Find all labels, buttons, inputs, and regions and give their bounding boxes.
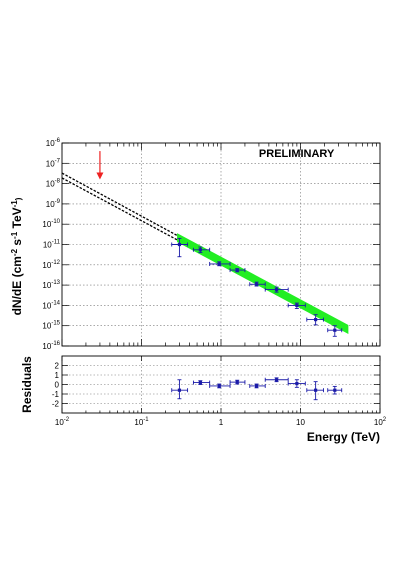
spectrum-marker — [217, 262, 221, 266]
spectrum-grid — [62, 143, 380, 346]
spectrum-point — [287, 302, 306, 309]
spectrum-marker — [254, 282, 259, 286]
y-tick-label: 10-16 — [42, 341, 60, 351]
residual-marker — [254, 384, 259, 388]
x-axis-title: Energy (TeV) — [307, 430, 380, 444]
spectrum-point — [327, 325, 343, 337]
residual-marker — [333, 388, 337, 392]
residual-point — [192, 380, 211, 385]
spectrum-marker — [177, 242, 182, 247]
spectrum-marker — [314, 317, 318, 322]
spectrum-y-tick-labels: 10-16 10-15 10-14 10-13 10-12 10-11 10-10 10-9 1… — [42, 138, 60, 351]
fit-band — [177, 233, 349, 334]
residual-point — [249, 383, 266, 389]
spectrum-point — [249, 281, 266, 287]
y-tick-label: 10-13 — [42, 280, 60, 290]
residual-marker — [295, 381, 299, 386]
x-tick-label: 10 — [296, 418, 305, 427]
residual-point — [209, 383, 231, 389]
fit-band-shape — [177, 233, 349, 334]
residuals-grid — [62, 356, 380, 413]
residual-point — [327, 385, 343, 395]
y-tick-label: 10-14 — [42, 300, 60, 310]
spectrum-point — [229, 268, 246, 273]
spectrum-point — [171, 237, 189, 258]
x-tick-labels: 10-2 10-1 1 10 102 — [55, 417, 387, 427]
residuals-ticks — [61, 356, 381, 413]
residual-marker — [198, 381, 202, 385]
residuals-y-axis-title: Residuals — [20, 356, 34, 413]
residuals-data-points — [171, 377, 343, 401]
y-tick-label: 10-10 — [42, 219, 60, 229]
x-tick-label: 10-2 — [55, 417, 70, 427]
y-tick-label: 10-15 — [42, 321, 60, 331]
residual-point — [287, 379, 306, 388]
y-tick-label: -1 — [52, 390, 60, 399]
extrapolation-line — [61, 177, 178, 241]
residual-marker — [235, 380, 239, 384]
spectrum-marker — [333, 328, 337, 332]
spectrum-marker — [235, 268, 239, 272]
extrapolation-line — [61, 172, 178, 236]
y-tick-label: 10-11 — [43, 240, 61, 250]
spectrum-y-axis-title: dN/dE (cm-2 s-1 TeV-1) — [10, 197, 24, 315]
upper-limit-arrow — [96, 151, 104, 180]
residual-marker — [274, 378, 279, 382]
y-tick-label: -2 — [52, 400, 60, 409]
spectrum-marker — [198, 248, 202, 252]
spectrum-ticks — [61, 142, 381, 347]
residual-point — [306, 381, 325, 401]
preliminary-annotation: PRELIMINARY — [259, 148, 335, 160]
residual-point — [264, 377, 289, 383]
y-tick-label: 10-6 — [46, 138, 61, 148]
residual-point — [171, 379, 189, 400]
spectrum-point — [306, 314, 325, 326]
arrow-head — [96, 172, 104, 180]
residual-marker — [217, 384, 221, 388]
x-tick-label: 10-1 — [134, 417, 149, 427]
residual-marker — [314, 388, 318, 392]
spectrum-data-points — [171, 237, 343, 337]
y-tick-label: 10-12 — [42, 260, 60, 270]
y-tick-label: 10-8 — [46, 179, 61, 189]
x-tick-label: 1 — [219, 418, 224, 427]
y-tick-label: 0 — [55, 381, 60, 390]
residual-marker — [177, 388, 182, 392]
residual-point — [229, 379, 246, 385]
spectrum-marker — [274, 288, 279, 292]
x-tick-label: 102 — [374, 417, 387, 427]
y-tick-label: 1 — [55, 371, 60, 380]
y-tick-label: 10-9 — [46, 199, 61, 209]
spectrum-point — [209, 261, 231, 267]
extrapolation-lines — [61, 172, 178, 241]
spectrum-marker — [295, 303, 299, 307]
spectrum-panel: 10-16 10-15 10-14 10-13 10-12 10-11 10-10 10-9 1… — [10, 138, 381, 351]
y-tick-label: 2 — [55, 362, 60, 371]
spectrum-point — [192, 246, 211, 254]
y-tick-label: 10-7 — [46, 158, 61, 168]
spectrum-point — [264, 286, 289, 293]
